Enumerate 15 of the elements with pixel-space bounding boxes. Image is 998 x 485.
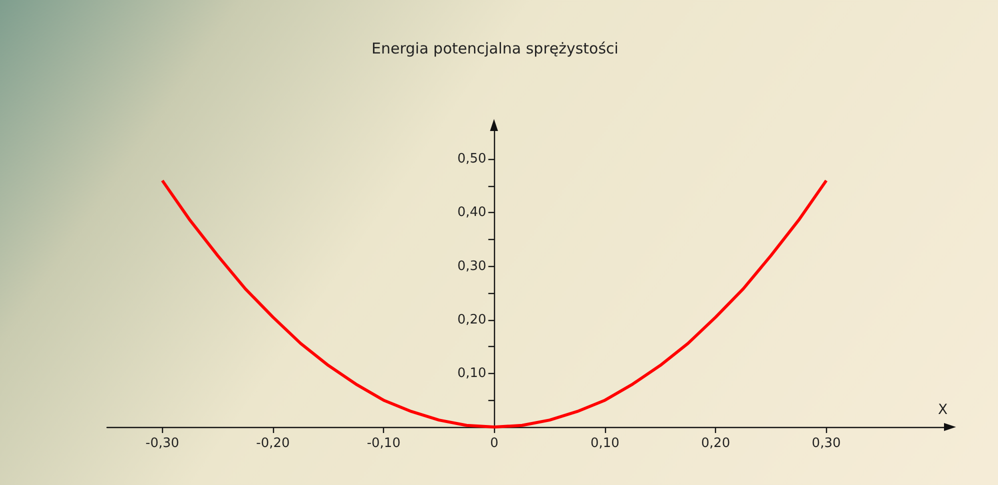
y-tick-label: 0,50	[457, 152, 486, 167]
x-tick-label: -0,20	[256, 436, 290, 451]
x-tick-label: 0	[490, 436, 498, 451]
y-tick-label: 0,30	[457, 258, 486, 274]
y-tick-label: 0,20	[457, 312, 486, 328]
y-tick-label: 0,40	[457, 205, 486, 220]
x-tick-label: 0,30	[812, 436, 841, 451]
chart-title: Energia potencjalna sprężystości	[372, 40, 618, 58]
x-axis-title: X	[938, 402, 948, 418]
x-tick-label: -0,30	[146, 436, 180, 451]
y-tick-label: 0,10	[457, 366, 486, 381]
line-series	[160, 179, 828, 428]
x-tick-label: 0,20	[701, 436, 730, 451]
x-tick-label: -0,10	[366, 436, 400, 451]
x-tick-label: 0,10	[590, 436, 620, 451]
